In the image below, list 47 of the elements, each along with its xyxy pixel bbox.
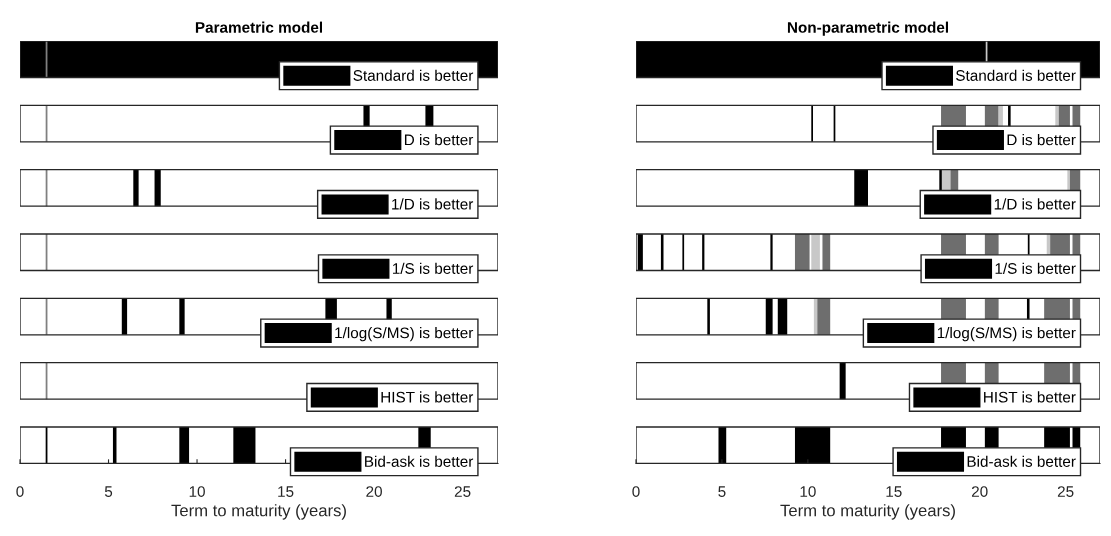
x-tick-label: 20 xyxy=(971,486,988,497)
bar xyxy=(839,362,846,400)
y-tick-label: HIST is better xyxy=(984,391,1076,403)
chart-title: Parametric model xyxy=(195,21,323,33)
bar xyxy=(179,427,190,464)
bar xyxy=(637,234,643,271)
x-axis-title: Term to maturity (years) xyxy=(171,504,346,520)
bar xyxy=(154,169,161,207)
x-tick-label: 5 xyxy=(718,486,726,497)
bar xyxy=(794,234,810,271)
bar xyxy=(718,427,727,464)
bar xyxy=(133,169,139,207)
x-tick-label: 25 xyxy=(1057,486,1074,497)
y-tick-label: 1/log(S/MS) is better xyxy=(335,327,474,342)
y-tick-label: Bid-ask is better xyxy=(365,455,474,467)
bar xyxy=(777,298,788,335)
x-tick-label: 0 xyxy=(16,486,24,497)
y-tick-label: 1/log(S/MS) is better xyxy=(937,327,1076,342)
x-tick-label: 10 xyxy=(189,486,205,497)
y-tick-label: 1/D is better xyxy=(392,198,474,210)
x-axis-title: Term to maturity (years) xyxy=(780,504,955,520)
y-tick-label: 1/S is better xyxy=(995,262,1076,274)
x-tick-label: 0 xyxy=(632,486,640,497)
x-tick-label: 20 xyxy=(366,486,382,497)
bar xyxy=(794,427,831,464)
bar xyxy=(765,298,773,335)
y-tick-label: 1/S is better xyxy=(392,262,474,274)
x-tick-label: 5 xyxy=(104,486,113,497)
y-tick-label: Bid-ask is better xyxy=(967,455,1076,467)
y-tick-label: HIST is better xyxy=(381,391,474,403)
y-tick-label: Standard is better xyxy=(956,69,1076,81)
bar xyxy=(707,298,710,335)
bar xyxy=(854,169,868,207)
bar xyxy=(811,234,820,271)
x-tick-label: 15 xyxy=(278,486,294,497)
chart-title: Non-parametric model xyxy=(787,21,948,36)
bar xyxy=(233,427,256,464)
y-tick-label: D is better xyxy=(404,134,474,146)
y-tick-label: D is better xyxy=(1007,134,1076,146)
x-tick-label: 10 xyxy=(800,486,816,497)
bar xyxy=(822,234,831,271)
y-tick-label: Standard is better xyxy=(353,69,474,81)
bar xyxy=(121,298,128,335)
x-tick-label: 15 xyxy=(886,486,902,497)
y-tick-label: 1/D is better xyxy=(994,198,1076,210)
x-tick-label: 25 xyxy=(454,486,471,497)
bar xyxy=(179,298,185,335)
